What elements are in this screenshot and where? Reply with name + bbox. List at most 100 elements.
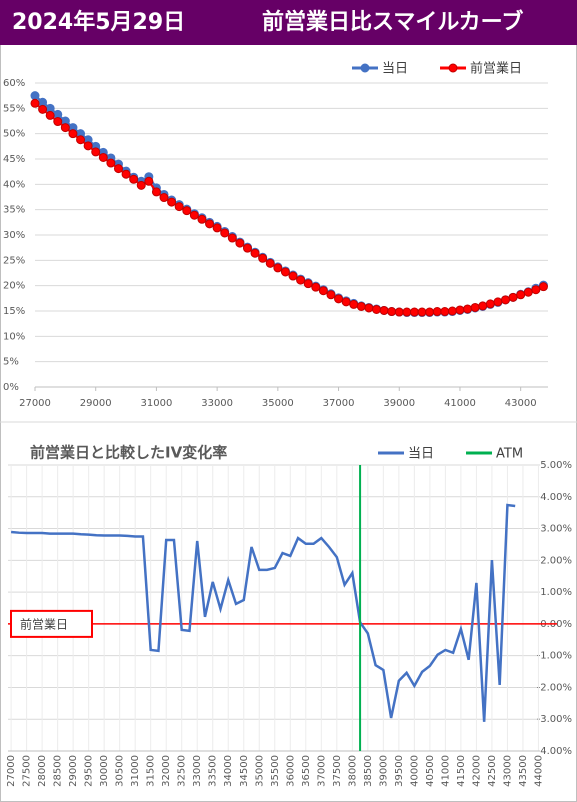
- point: [91, 147, 101, 157]
- point: [371, 304, 381, 314]
- x-tick-label: 35500: [270, 755, 281, 787]
- x-tick-label: 27500: [22, 755, 33, 787]
- x-tick-label: 42500: [487, 755, 498, 787]
- y-tick-label: 15%: [3, 306, 25, 317]
- point: [189, 210, 199, 220]
- point: [402, 307, 412, 317]
- point: [508, 292, 518, 302]
- point: [68, 129, 78, 139]
- x-tick-label: 37000: [316, 755, 327, 787]
- point: [45, 110, 55, 120]
- y-tick-label: 1.00%: [540, 587, 572, 598]
- point: [106, 158, 116, 168]
- point: [326, 290, 336, 300]
- x-tick-label: 31000: [130, 755, 141, 787]
- x-tick-label: 43000: [502, 755, 513, 787]
- x-tick-label: 27000: [19, 398, 51, 409]
- point: [205, 219, 215, 229]
- point: [258, 253, 268, 263]
- header-title: 前営業日比スマイルカーブ: [262, 9, 523, 35]
- x-tick-label: 41000: [440, 755, 451, 787]
- x-tick-label: 27000: [6, 755, 17, 787]
- header-date: 2024年5月29日: [12, 9, 185, 35]
- y-tick-label: 55%: [3, 103, 25, 114]
- x-tick-label: 42000: [471, 755, 482, 787]
- point: [493, 297, 503, 307]
- x-tick-label: 30000: [99, 755, 110, 787]
- x-tick-label: 39000: [378, 755, 389, 787]
- point: [60, 123, 70, 133]
- baseline-label-box: [10, 609, 93, 638]
- x-tick-label: 39000: [383, 398, 415, 409]
- point: [235, 238, 245, 248]
- point: [83, 141, 93, 151]
- point: [174, 202, 184, 212]
- point: [197, 214, 207, 224]
- x-tick-label: 41500: [456, 755, 467, 787]
- x-tick-label: 32500: [177, 755, 188, 787]
- point: [151, 187, 161, 197]
- point: [296, 275, 306, 285]
- x-tick-label: 28500: [53, 755, 64, 787]
- point: [387, 307, 397, 317]
- point: [212, 223, 222, 233]
- legend-label: 前営業日: [470, 61, 522, 77]
- point: [227, 233, 237, 243]
- point: [538, 282, 548, 292]
- x-tick-label: 33000: [192, 755, 203, 787]
- point: [280, 267, 290, 277]
- chart-title: 前営業日と比較したIV変化率: [30, 444, 227, 462]
- point: [394, 307, 404, 317]
- point: [364, 303, 374, 313]
- point: [30, 98, 40, 108]
- y-tick-label: 40%: [3, 179, 25, 190]
- y-tick-label: -1.00%: [537, 651, 572, 662]
- x-tick-label: 44000: [533, 755, 544, 787]
- legend-label: 当日: [408, 447, 434, 462]
- point: [356, 301, 366, 311]
- point: [440, 307, 450, 317]
- point: [273, 263, 283, 273]
- point: [303, 279, 313, 289]
- point: [30, 91, 40, 101]
- point: [220, 228, 230, 238]
- point: [409, 307, 419, 317]
- legend-marker: [448, 63, 458, 73]
- y-tick-label: 0%: [3, 382, 19, 393]
- x-tick-label: 38500: [363, 755, 374, 787]
- x-tick-label: 35000: [254, 755, 265, 787]
- point: [485, 299, 495, 309]
- x-tick-label: 29000: [68, 755, 79, 787]
- y-tick-label: -4.00%: [537, 746, 572, 757]
- y-tick-label: 4.00%: [540, 492, 572, 503]
- x-tick-label: 37500: [332, 755, 343, 787]
- x-tick-label: 34000: [223, 755, 234, 787]
- point: [470, 302, 480, 312]
- point: [379, 305, 389, 315]
- point: [455, 305, 465, 315]
- x-tick-label: 43500: [518, 755, 529, 787]
- y-tick-label: 25%: [3, 255, 25, 266]
- y-tick-label: 10%: [3, 331, 25, 342]
- y-tick-label: -3.00%: [537, 714, 572, 725]
- x-tick-label: 36500: [301, 755, 312, 787]
- point: [76, 135, 86, 145]
- x-tick-label: 36000: [285, 755, 296, 787]
- x-tick-label: 29500: [84, 755, 95, 787]
- y-tick-label: 20%: [3, 281, 25, 292]
- x-tick-label: 39500: [394, 755, 405, 787]
- y-tick-label: 50%: [3, 129, 25, 140]
- point: [288, 271, 298, 281]
- point: [53, 117, 63, 127]
- legend-label: ATM: [496, 447, 523, 462]
- header-band: [0, 0, 577, 45]
- x-tick-label: 33500: [208, 755, 219, 787]
- y-tick-label: 35%: [3, 205, 25, 216]
- point: [121, 169, 131, 179]
- y-tick-label: 30%: [3, 230, 25, 241]
- point: [432, 307, 442, 317]
- point: [250, 248, 260, 258]
- point: [417, 307, 427, 317]
- point: [425, 307, 435, 317]
- x-tick-label: 40500: [425, 755, 436, 787]
